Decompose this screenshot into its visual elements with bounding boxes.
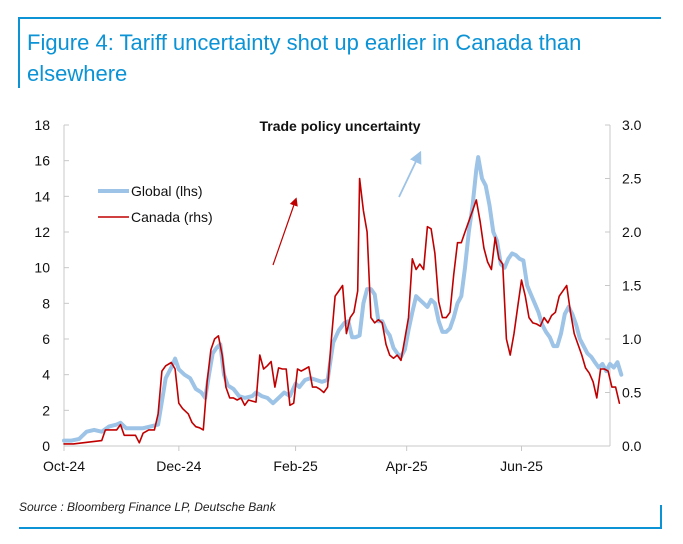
- y-tick-label-left: 10: [34, 260, 50, 276]
- y-tick-label-right: 1.0: [622, 331, 642, 347]
- y-tick-label-left: 4: [42, 367, 50, 383]
- x-tick-label: Dec-24: [156, 458, 201, 474]
- x-tick-label: Oct-24: [43, 458, 85, 474]
- y-tick-label-left: 0: [42, 438, 50, 454]
- frame-right-rule: [660, 505, 662, 529]
- source-note: Source : Bloomberg Finance LP, Deutsche …: [19, 500, 276, 514]
- y-tick-label-right: 1.5: [622, 278, 642, 294]
- y-tick-label-left: 12: [34, 224, 50, 240]
- y-tick-label-right: 2.0: [622, 224, 642, 240]
- y-tick-label-right: 0.0: [622, 438, 642, 454]
- frame-top-rule: [18, 17, 661, 19]
- figure-title: Figure 4: Tariff uncertainty shot up ear…: [27, 30, 582, 86]
- y-tick-label-left: 18: [34, 117, 50, 133]
- annotation-layer: [272, 150, 422, 266]
- y-tick-label-right: 2.5: [622, 171, 642, 187]
- legend: Global (lhs) Canada (rhs): [98, 183, 213, 225]
- y-tick-label-right: 0.5: [622, 385, 642, 401]
- y-tick-label-left: 8: [42, 295, 50, 311]
- y-tick-label-left: 6: [42, 331, 50, 347]
- legend-label-global: Global (lhs): [131, 183, 203, 199]
- legend-label-canada: Canada (rhs): [131, 209, 213, 225]
- annotation-arrow-global: [398, 150, 422, 198]
- chart-title: Trade policy uncertainty: [259, 118, 420, 134]
- y-tick-label-left: 14: [34, 188, 50, 204]
- x-tick-label: Apr-25: [386, 458, 428, 474]
- x-tick-label: Feb-25: [273, 458, 318, 474]
- annotation-arrow-canada: [272, 197, 298, 266]
- series-line-global: [62, 155, 624, 443]
- series-line-canada: [63, 177, 621, 445]
- series-layer: [62, 155, 624, 445]
- axes: 0 2 4 6 8 10 12 14 16 18 0.0 0.5 1.0 1.5 2.0 2.5 3.0 Oct-…: [34, 117, 641, 474]
- y-tick-label-left: 16: [34, 153, 50, 169]
- frame-bottom-rule: [19, 527, 662, 529]
- x-tick-label: Jun-25: [500, 458, 543, 474]
- y-tick-label-right: 3.0: [622, 117, 642, 133]
- frame-left-rule: [18, 17, 20, 88]
- y-tick-label-left: 2: [42, 402, 50, 418]
